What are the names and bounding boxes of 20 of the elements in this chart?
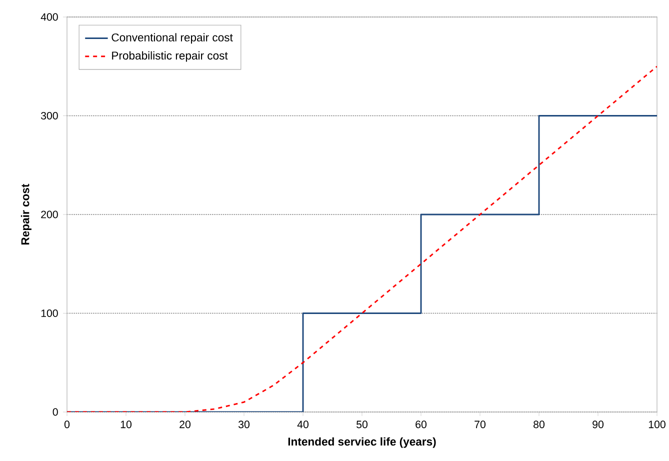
x-tick-label: 30 [238,420,250,428]
y-axis-title: Repair cost [20,184,32,244]
x-tick-label: 100 [648,420,666,428]
legend-label: Probabilistic repair cost [112,51,228,62]
x-tick-label: 90 [592,420,604,428]
y-tick-label: 300 [40,112,58,120]
x-tick-label: 50 [356,420,368,428]
y-tick-label: 0 [52,408,58,416]
x-tick-label: 0 [64,420,70,428]
x-tick-label: 20 [180,420,190,428]
x-tick-label: 80 [534,420,545,428]
y-tick-label: 400 [40,13,58,21]
x-tick-label: 40 [297,420,308,428]
y-tick-label: 100 [41,309,58,318]
y-tick-label: 200 [41,210,58,218]
x-tick-label: 60 [416,420,426,428]
x-axis-title: Intended serviec life (years) [288,437,436,448]
x-tick-label: 70 [474,420,486,428]
legend-label: Conventional repair cost [112,33,233,44]
x-tick-label: 10 [120,420,132,428]
